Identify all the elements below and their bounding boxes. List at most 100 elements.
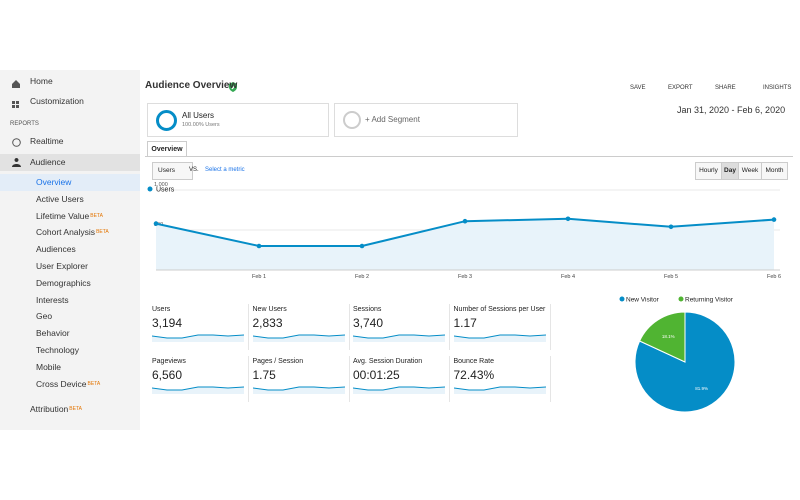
sparkline-area [353,387,445,394]
add-segment-label: + Add Segment [365,115,420,124]
nav-item[interactable]: Cross DeviceBETA [0,376,140,393]
nav-item[interactable]: AttributionBETA [0,401,140,418]
nav-item[interactable]: Audience [0,154,140,171]
nav-item[interactable]: Technology [0,342,140,359]
icon-shape [12,138,21,147]
sparkline-line [252,334,345,339]
metric-value: 6,560 [152,368,183,382]
sparkline [152,334,244,342]
sidebar: Home Customization REPORTS Realtime Audience… [0,70,140,430]
legend-swatch [678,296,684,302]
sparkline [453,386,546,394]
sparkline [353,386,445,394]
sparkline-area [252,387,345,394]
metric-value: 00:01:25 [353,368,400,382]
metric-label: Bounce Rate [453,358,494,365]
nav-item[interactable]: Behavior [0,325,140,342]
nav-item[interactable]: Geo [0,308,140,325]
sparkline [252,334,345,342]
legend-label: Returning Visitor [685,297,734,304]
nav-item[interactable]: Cohort AnalysisBETA [0,224,140,241]
metric-divider [549,356,551,402]
add-segment[interactable]: + Add Segment [334,103,518,137]
point [668,224,674,230]
action[interactable]: SAVE [630,85,646,91]
beta-badge: BETA [69,406,82,412]
nav-item[interactable]: User Explorer [0,258,140,275]
granularity-button[interactable]: Week [738,162,762,180]
action[interactable]: SHARE [715,85,736,91]
nav-label: Attribution [30,404,69,414]
metric-label: Users [152,306,171,313]
action[interactable]: INSIGHTS [763,85,792,91]
metric-divider [449,356,450,402]
sparkline-area [252,335,345,342]
legend-dot [147,186,153,192]
metric-label: Pageviews [152,358,186,365]
sparkline [252,386,345,394]
beta-badge: BETA [87,380,101,387]
nav-item[interactable]: Active Users [0,191,140,208]
segment-detail: 100.00% Users [182,122,220,128]
nav-label: Behavior [36,328,70,339]
nav-item[interactable]: Demographics [0,275,140,292]
area [156,218,774,270]
nav-item[interactable]: Audiences [0,241,140,258]
metric-value: 3,194 [152,316,183,330]
add-icon [343,111,361,129]
slice-label: 18.1% [662,334,675,339]
nav-label: Geo [36,311,53,322]
tab[interactable]: Overview [147,141,187,157]
verified-icon [229,82,237,92]
point [771,217,777,222]
metric-value: 1.17 [453,316,477,330]
metric-label: Sessions [353,306,382,313]
main-panel: Audience Overview SAVE EXPORT SHARE INSI… [140,70,800,430]
nav-label: Audience [30,157,66,167]
point [359,243,365,249]
metric-divider [248,304,249,350]
segment-name: All Users [182,111,215,120]
x-tick-label: Feb 4 [561,274,575,280]
select-metric[interactable]: Select a metric [205,167,245,173]
nav-label: Demographics [36,277,91,288]
nav-label: Active Users [36,193,84,204]
nav-item[interactable]: Overview [0,174,140,191]
nav-item[interactable]: Mobile [0,359,140,376]
nav-item[interactable]: Customization [0,93,140,110]
metric-divider [248,356,249,402]
point [153,221,159,226]
metric-label: Number of Sessions per User [453,306,546,313]
sparkline-line [353,334,445,339]
segment-card[interactable]: All Users 100.00% Users [147,103,329,137]
metric-value: 72.43% [453,368,495,382]
date-range[interactable]: Jan 31, 2020 - Feb 6, 2020 [677,105,786,115]
slice-label: 81.9% [695,386,708,391]
granularity-button[interactable]: Month [761,162,788,180]
nav-item[interactable]: Home [0,73,140,90]
point [565,216,571,222]
granularity-button[interactable]: Day [721,162,739,180]
nav-item[interactable]: Lifetime ValueBETA [0,208,140,225]
nav-item[interactable]: Interests [0,292,140,309]
metric-label: Avg. Session Duration [353,358,423,365]
action[interactable]: EXPORT [668,85,693,91]
sparkline-line [152,334,244,339]
sparkline-area [152,387,244,394]
metric-select[interactable]: Users [152,162,193,180]
sparkline-line [252,386,345,391]
nav-icon [12,138,21,147]
sparkline-line [152,386,244,391]
legend-label: Users [156,187,175,194]
sparkline-area [353,335,445,342]
sparkline-area [453,335,546,342]
page-title: Audience Overview [145,80,238,91]
icon-shape [12,101,19,108]
nav-item[interactable]: Realtime [0,133,140,150]
point [256,243,262,249]
x-tick-label: Feb 1 [252,274,266,280]
granularity-button[interactable]: Hourly [695,162,722,180]
metric-divider [348,304,350,350]
